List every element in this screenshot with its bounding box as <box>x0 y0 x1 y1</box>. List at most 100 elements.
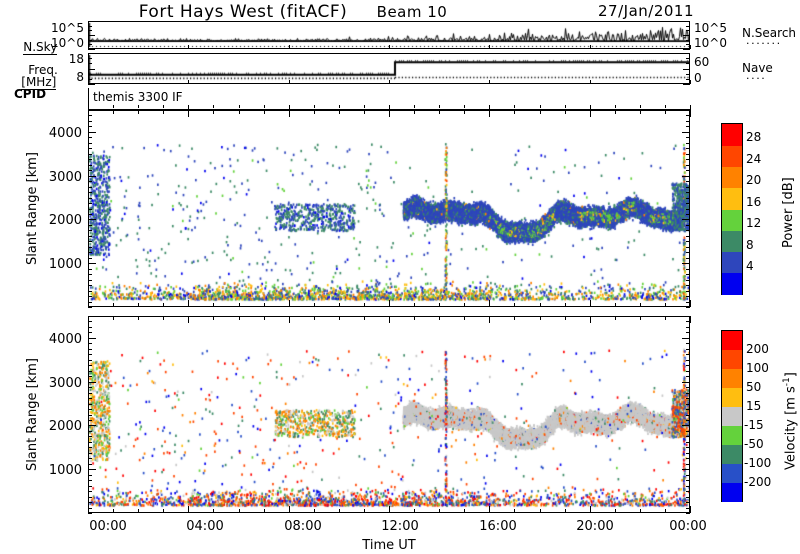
axis-tick <box>138 110 140 114</box>
axis-tick <box>263 105 265 108</box>
freq-trace-canvas <box>88 53 690 84</box>
axis-tick <box>88 452 92 454</box>
axis-tick <box>686 197 690 199</box>
axis-tick <box>514 303 516 307</box>
noise-ytick-right-top: 10^5 <box>694 21 727 35</box>
axis-tick <box>564 303 566 307</box>
axis-tick <box>686 73 690 75</box>
freq-left-label-line1: Freq. <box>13 52 58 88</box>
xtick-6: 00:00 <box>669 519 707 534</box>
axis-tick <box>589 316 591 323</box>
axis-tick <box>88 409 92 411</box>
axis-tick <box>639 110 641 114</box>
axis-tick <box>88 63 92 65</box>
axis-tick <box>686 354 690 356</box>
axis-tick <box>686 458 690 460</box>
power-ytick-4000: 4000 <box>48 126 82 141</box>
axis-tick <box>686 513 690 514</box>
axis-tick <box>664 509 666 513</box>
axis-tick <box>686 164 690 166</box>
axis-tick <box>682 425 690 427</box>
colorbar-segment <box>722 230 742 253</box>
axis-tick <box>682 131 690 133</box>
axis-tick <box>686 192 690 194</box>
axis-tick <box>686 365 690 367</box>
axis-tick <box>88 78 92 80</box>
axis-tick <box>88 485 92 487</box>
axis-tick <box>686 414 690 416</box>
axis-tick <box>539 316 541 320</box>
axis-tick <box>88 68 95 70</box>
axis-tick <box>686 213 690 215</box>
axis-tick <box>88 354 92 356</box>
colorbar-segment <box>722 145 742 168</box>
axis-tick <box>686 137 690 139</box>
colorbar-segment <box>722 349 742 370</box>
velocity-ytick-3000: 3000 <box>48 376 82 391</box>
axis-tick <box>686 159 690 161</box>
axis-tick <box>639 303 641 307</box>
axis-tick <box>686 491 690 493</box>
axis-tick <box>686 63 690 65</box>
velocity-cbtick-neg100: -100 <box>744 456 772 470</box>
axis-tick <box>138 303 140 307</box>
axis-tick <box>88 463 92 465</box>
axis-tick <box>389 45 390 49</box>
axis-tick <box>88 58 92 60</box>
velocity-ytick-4000: 4000 <box>48 332 82 347</box>
axis-tick <box>88 365 92 367</box>
axis-tick <box>88 142 92 144</box>
axis-tick <box>88 73 92 75</box>
axis-tick <box>88 213 92 215</box>
axis-tick <box>686 25 690 27</box>
axis-tick <box>88 513 92 514</box>
axis-tick <box>686 348 690 350</box>
axis-tick <box>686 496 690 498</box>
axis-tick <box>88 203 92 205</box>
axis-tick <box>439 316 441 320</box>
noise-ytick-top: 10^5 <box>51 21 84 35</box>
velocity-ytick-1000: 1000 <box>48 463 82 478</box>
axis-tick <box>88 321 92 323</box>
axis-tick <box>88 359 92 361</box>
axis-tick <box>88 268 92 270</box>
power-cbtick-12: 12 <box>746 216 762 230</box>
noise-ytick-right-bottom: 10^0 <box>694 36 727 50</box>
power-cbtick-16: 16 <box>746 195 762 209</box>
axis-tick <box>414 509 416 513</box>
axis-tick <box>88 25 92 27</box>
axis-tick <box>686 447 690 449</box>
colorbar-segment <box>722 187 742 210</box>
axis-tick <box>686 115 690 117</box>
velocity-colorbar-label: Velocity [m s-1] <box>782 372 798 470</box>
axis-tick <box>88 507 92 509</box>
axis-tick <box>514 110 516 114</box>
axis-tick <box>686 235 690 237</box>
velocity-scatter-canvas <box>89 317 689 512</box>
axis-tick <box>363 303 365 307</box>
colorbar-segment <box>722 387 742 408</box>
axis-tick <box>489 506 491 513</box>
axis-tick <box>686 170 690 172</box>
axis-tick <box>514 509 516 513</box>
axis-tick <box>113 316 115 320</box>
axis-tick <box>589 110 591 117</box>
axis-tick <box>686 436 690 438</box>
axis-tick <box>113 303 115 307</box>
axis-tick <box>686 398 690 400</box>
beam-label: Beam 10 <box>376 3 448 21</box>
colorbar-segment <box>722 368 742 389</box>
axis-tick <box>188 316 190 323</box>
axis-tick <box>88 370 92 372</box>
axis-tick <box>88 491 92 493</box>
axis-tick <box>338 303 340 307</box>
axis-tick <box>686 403 690 405</box>
axis-tick <box>682 381 690 383</box>
axis-tick <box>686 419 690 421</box>
velocity-colorbar <box>721 330 743 502</box>
axis-tick <box>88 49 95 50</box>
axis-tick <box>439 509 441 513</box>
axis-tick <box>414 110 416 114</box>
axis-tick <box>88 300 89 307</box>
axis-tick <box>683 84 690 85</box>
